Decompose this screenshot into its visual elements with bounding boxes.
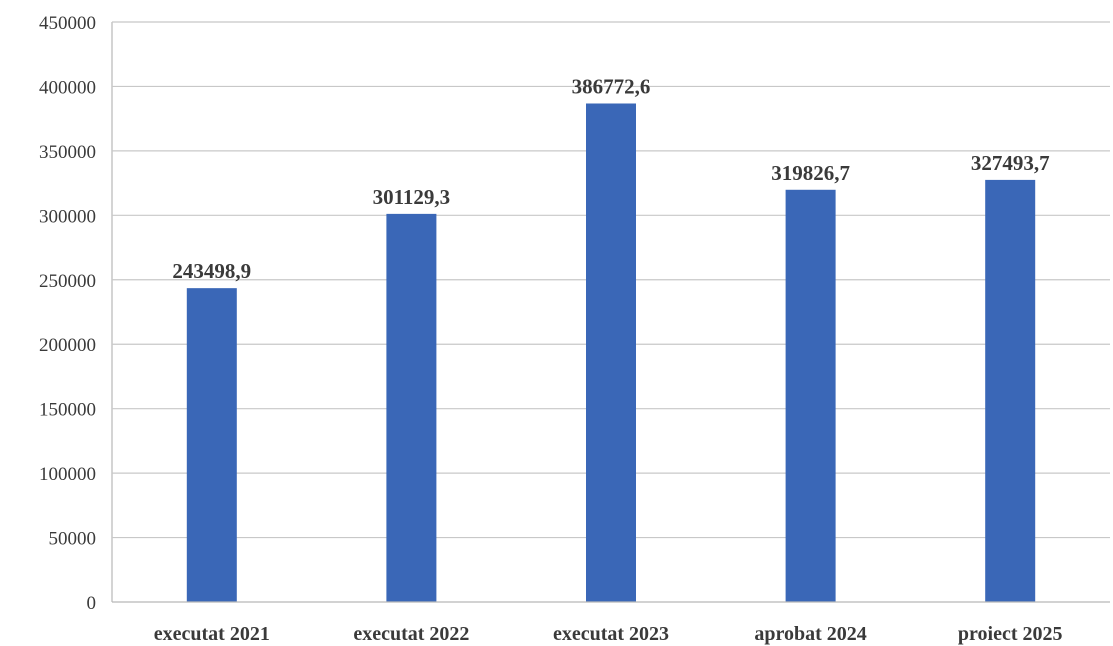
x-category-label: proiect 2025 (958, 623, 1063, 645)
data-label: 327493,7 (971, 151, 1050, 175)
x-category-label: aprobat 2024 (754, 623, 866, 645)
y-tick-label: 200000 (39, 335, 96, 356)
y-tick-label: 350000 (39, 142, 96, 163)
x-category-label: executat 2021 (154, 623, 270, 645)
y-tick-label: 300000 (39, 206, 96, 227)
bar (586, 103, 636, 602)
x-category-label: executat 2022 (353, 623, 469, 645)
bars (186, 103, 1036, 602)
bar (186, 288, 237, 602)
y-axis-tick-labels: 0 50000 100000 150000 200000 250000 300000 3500… (39, 13, 96, 614)
data-label: 301129,3 (373, 185, 451, 209)
y-tick-label: 400000 (39, 77, 96, 98)
data-label: 319826,7 (771, 161, 850, 185)
y-tick-label: 100000 (39, 464, 96, 485)
y-tick-label: 0 (87, 593, 97, 614)
data-label: 243498,9 (172, 259, 251, 283)
y-tick-label: 50000 (49, 529, 97, 550)
bar (785, 189, 836, 602)
bar (985, 179, 1036, 602)
y-tick-label: 450000 (39, 13, 96, 34)
x-category-label: executat 2023 (553, 623, 669, 645)
y-tick-label: 150000 (39, 400, 96, 421)
y-tick-label: 250000 (39, 271, 96, 292)
x-axis-category-labels: executat 2021 executat 2022 executat 2023 a… (154, 623, 1063, 645)
bar (386, 213, 437, 602)
data-label: 386772,6 (572, 74, 651, 98)
data-labels: 243498,9 301129,3 386772,6 319826,7 327493,7 (172, 74, 1049, 283)
